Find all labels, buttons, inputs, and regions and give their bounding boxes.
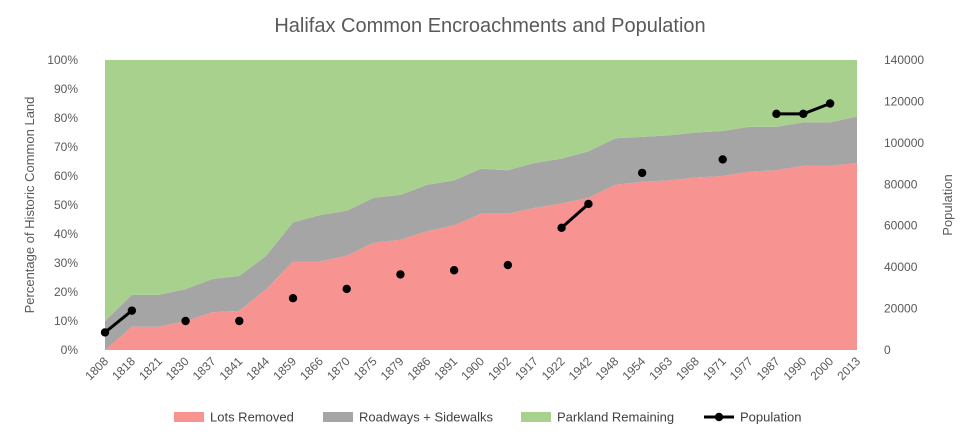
x-tick-label: 1879 bbox=[378, 354, 407, 383]
y-tick-label: 40% bbox=[54, 227, 78, 241]
population-point bbox=[181, 316, 190, 326]
population-point bbox=[637, 168, 647, 178]
y-tick-label: 20% bbox=[54, 285, 78, 299]
population-point bbox=[449, 266, 459, 275]
x-tick-label: 1900 bbox=[458, 354, 487, 383]
x-tick-label: 1830 bbox=[163, 354, 192, 383]
x-tick-label: 1891 bbox=[431, 354, 460, 383]
x-tick-label: 1987 bbox=[754, 354, 783, 383]
y2-tick-label: 40000 bbox=[884, 260, 918, 274]
legend: Lots Removed Roadways + Sidewalks Parkland… bbox=[174, 410, 801, 425]
x-tick-label: 1875 bbox=[351, 354, 380, 383]
x-tick-label: 1948 bbox=[593, 354, 622, 383]
x-axis-ticks: 1808181818211830183718411844185918661870… bbox=[82, 354, 863, 383]
legend-label-parkland-remaining: Parkland Remaining bbox=[557, 410, 674, 425]
population-point bbox=[584, 199, 593, 209]
population-point bbox=[342, 284, 351, 294]
population-point bbox=[718, 155, 727, 164]
x-tick-label: 1841 bbox=[217, 354, 246, 383]
x-tick-label: 1922 bbox=[539, 354, 568, 383]
population-point bbox=[288, 294, 298, 303]
population-point bbox=[825, 99, 835, 108]
population-series bbox=[100, 99, 835, 337]
x-tick-label: 1837 bbox=[190, 354, 219, 383]
population-line-segment bbox=[802, 102, 831, 116]
population-point bbox=[799, 109, 808, 119]
y-tick-label: 60% bbox=[54, 169, 78, 183]
population-point bbox=[772, 109, 781, 119]
y2-tick-label: 80000 bbox=[884, 177, 918, 191]
y-tick-label: 50% bbox=[54, 198, 78, 212]
x-tick-label: 1870 bbox=[324, 354, 353, 383]
y2-tick-label: 100000 bbox=[884, 136, 924, 150]
x-tick-label: 1954 bbox=[619, 354, 648, 383]
y-axis-title: Percentage of Historic Common Land bbox=[22, 97, 37, 314]
population-point bbox=[127, 306, 137, 315]
left-axis-ticks: 0% 10% 20% 30% 40% 50% 60% 70% 80% 90% 100% bbox=[47, 53, 78, 357]
x-tick-label: 1808 bbox=[82, 354, 111, 383]
y-tick-label: 80% bbox=[54, 111, 78, 125]
legend-swatch-parkland-remaining bbox=[521, 412, 551, 422]
x-tick-label: 1818 bbox=[109, 354, 138, 383]
plot-areas bbox=[105, 60, 857, 350]
area-lots-removed bbox=[105, 162, 857, 350]
x-tick-label: 1844 bbox=[243, 354, 272, 383]
right-axis-ticks: 0 20000 40000 60000 80000 100000 120000 140000 bbox=[884, 53, 924, 357]
y-tick-label: 70% bbox=[54, 140, 78, 154]
population-point bbox=[396, 270, 405, 279]
y2-tick-label: 140000 bbox=[884, 53, 924, 67]
population-line-segment bbox=[104, 309, 133, 334]
area-parkland-remaining bbox=[105, 60, 857, 321]
area-roadways-sidewalks bbox=[105, 116, 857, 350]
x-tick-label: 1902 bbox=[485, 354, 514, 383]
x-tick-label: 1971 bbox=[700, 354, 729, 383]
y-tick-label: 90% bbox=[54, 82, 78, 96]
y2-tick-label: 0 bbox=[884, 343, 891, 357]
y2-tick-label: 120000 bbox=[884, 94, 924, 108]
legend-swatch-roadways-sidewalks bbox=[323, 412, 353, 422]
y2-tick-label: 60000 bbox=[884, 219, 918, 233]
x-tick-label: 1942 bbox=[566, 354, 595, 383]
legend-swatch-lots-removed bbox=[174, 412, 204, 422]
x-tick-label: 1963 bbox=[646, 354, 675, 383]
y-tick-label: 100% bbox=[47, 53, 78, 67]
y-tick-label: 10% bbox=[54, 314, 78, 328]
population-point bbox=[557, 223, 566, 232]
x-tick-label: 2000 bbox=[807, 354, 836, 383]
x-tick-label: 1917 bbox=[512, 354, 541, 383]
legend-label-lots-removed: Lots Removed bbox=[210, 410, 294, 425]
x-tick-label: 1866 bbox=[297, 354, 326, 383]
x-tick-label: 1977 bbox=[727, 354, 756, 383]
legend-marker-population bbox=[714, 412, 724, 422]
y-tick-label: 0% bbox=[61, 343, 79, 357]
y2-axis-title: Population bbox=[940, 174, 955, 235]
x-tick-label: 2013 bbox=[834, 354, 863, 383]
legend-label-population: Population bbox=[740, 410, 801, 425]
population-line-segment bbox=[560, 202, 590, 229]
population-point bbox=[235, 316, 244, 326]
legend-label-roadways-sidewalks: Roadways + Sidewalks bbox=[359, 410, 494, 425]
x-tick-label: 1990 bbox=[781, 354, 810, 383]
y2-tick-label: 20000 bbox=[884, 302, 918, 316]
population-point bbox=[100, 328, 110, 337]
x-tick-label: 1859 bbox=[270, 354, 299, 383]
x-tick-label: 1968 bbox=[673, 354, 702, 383]
population-point bbox=[503, 260, 513, 270]
y-tick-label: 30% bbox=[54, 256, 78, 270]
chart-title: Halifax Common Encroachments and Populat… bbox=[274, 15, 705, 37]
x-tick-label: 1821 bbox=[136, 354, 165, 383]
x-tick-label: 1886 bbox=[405, 354, 434, 383]
